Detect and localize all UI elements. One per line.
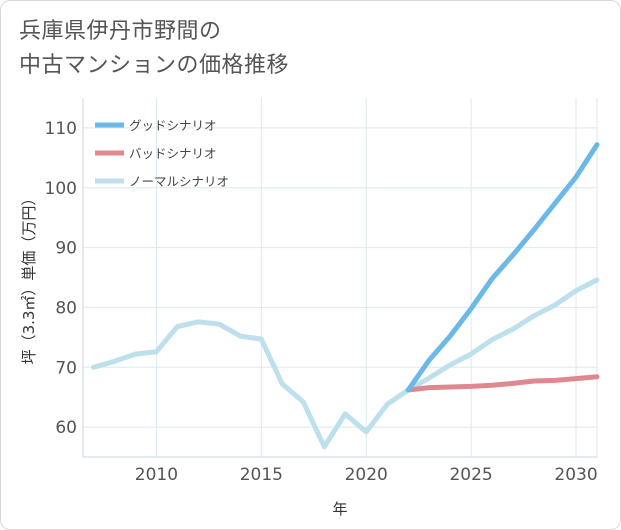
y-tick-label: 80 [55,298,77,318]
chart-title-line-1: 兵庫県伊丹市野間の [19,19,222,44]
x-tick-label: 2020 [345,465,388,485]
series-line-2 [405,374,600,393]
x-axis-label: 年 [332,500,347,518]
y-tick-label: 70 [55,358,77,378]
legend-label-1: グッドシナリオ [129,118,217,133]
y-tick-label: 110 [45,119,77,139]
x-tick-label: 2025 [449,465,492,485]
x-tick-label: 2010 [135,465,178,485]
series-line-3 [91,277,600,450]
series-lines [91,142,600,450]
chart-title: 兵庫県伊丹市野間の 中古マンションの価格推移 [19,15,289,83]
tick-labels: 60 70 80 90 100 110 2010 2015 2020 2025 2030 [45,119,598,485]
y-tick-label: 90 [55,239,77,259]
series-line-1 [405,142,600,393]
chart-title-line-2: 中古マンションの価格推移 [19,53,290,78]
x-tick-label: 2030 [554,465,597,485]
legend-label-2: バッドシナリオ [129,146,217,161]
y-tick-label: 60 [55,418,77,438]
y-axis-label: 坪（3.3㎡）単価（万円） [20,191,38,365]
legend-label-3: ノーマルシナリオ [129,174,229,189]
grid [83,98,597,457]
x-tick-label: 2015 [240,465,283,485]
y-tick-label: 100 [45,179,77,199]
